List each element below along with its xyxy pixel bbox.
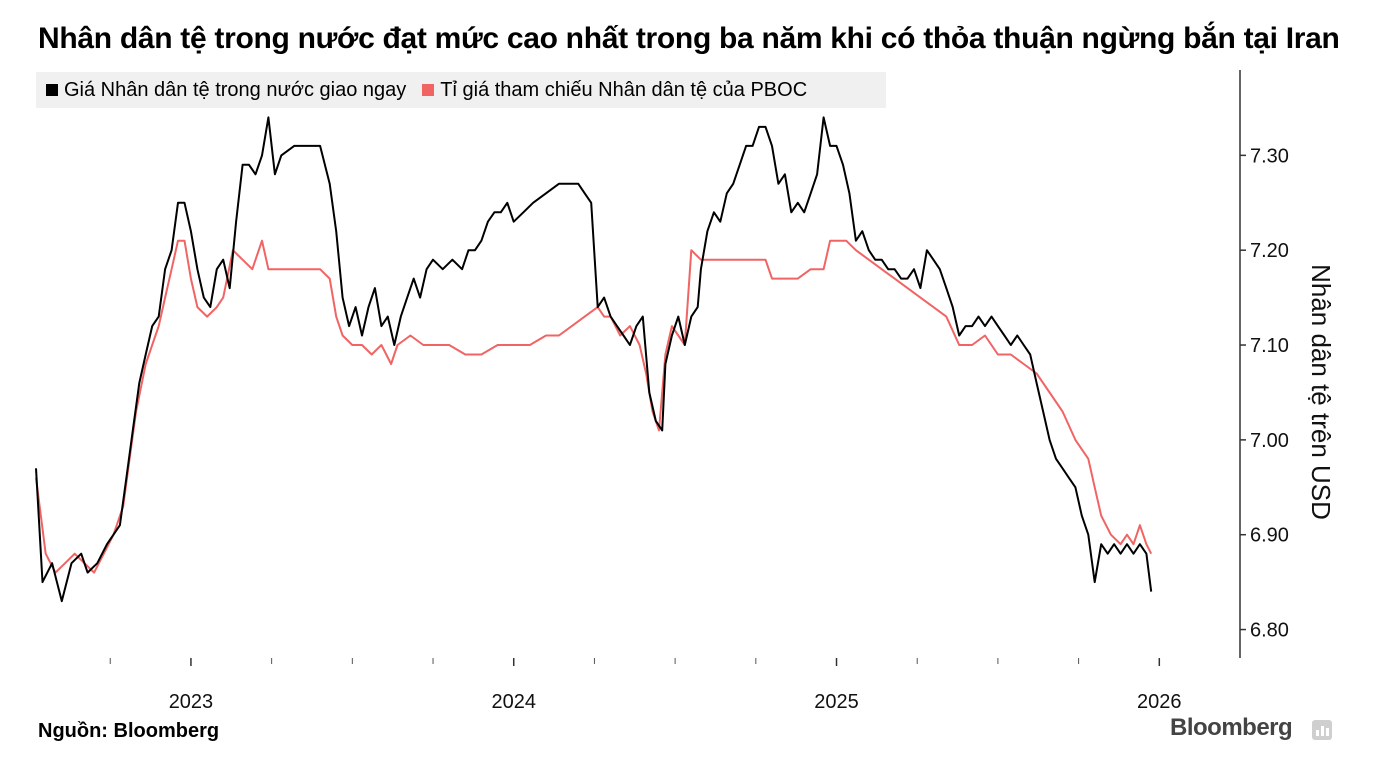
legend-label-spot: Giá Nhân dân tệ trong nước giao ngay [64, 78, 407, 101]
x-tick-label: 2026 [1137, 691, 1182, 713]
y-tick-label: 7.00 [1250, 430, 1289, 452]
y-tick-label: 7.10 [1250, 335, 1289, 357]
y-tick-label: 7.30 [1250, 145, 1289, 167]
axis-layer: 2023 2024 2025 2026 6.80 6.90 7.00 7.10 7.20 7.30 [109, 70, 1289, 713]
series-line-fixing [35, 239, 1153, 574]
y-tick-label: 6.80 [1250, 620, 1289, 642]
series-layer [35, 116, 1153, 603]
series-line-spot [35, 116, 1153, 603]
legend-swatch-spot [46, 84, 58, 96]
y-axis-label: Nhân dân tệ trên USD [1306, 264, 1336, 520]
chart-title: Nhân dân tệ trong nước đạt mức cao nhất … [38, 22, 1340, 55]
x-tick-label: 2025 [814, 691, 859, 713]
legend-item-spot: Giá Nhân dân tệ trong nước giao ngay [46, 79, 406, 102]
legend: Giá Nhân dân tệ trong nước giao ngay Tỉ … [36, 72, 886, 108]
y-tick-label: 6.90 [1250, 525, 1289, 547]
bar-chart-icon [1312, 720, 1332, 740]
legend-swatch-fixing [422, 84, 435, 96]
legend-item-fixing: Tỉ giá tham chiếu Nhân dân tệ của PBOC [422, 79, 807, 102]
source-note: Nguồn: Bloomberg [38, 720, 220, 742]
x-tick-label: 2023 [169, 691, 214, 713]
x-tick-label: 2024 [491, 691, 536, 713]
legend-label-fixing: Tỉ giá tham chiếu Nhân dân tệ của PBOC [440, 78, 808, 101]
brand-logo: Bloomberg [1170, 714, 1293, 741]
y-tick-label: 7.20 [1250, 240, 1289, 262]
